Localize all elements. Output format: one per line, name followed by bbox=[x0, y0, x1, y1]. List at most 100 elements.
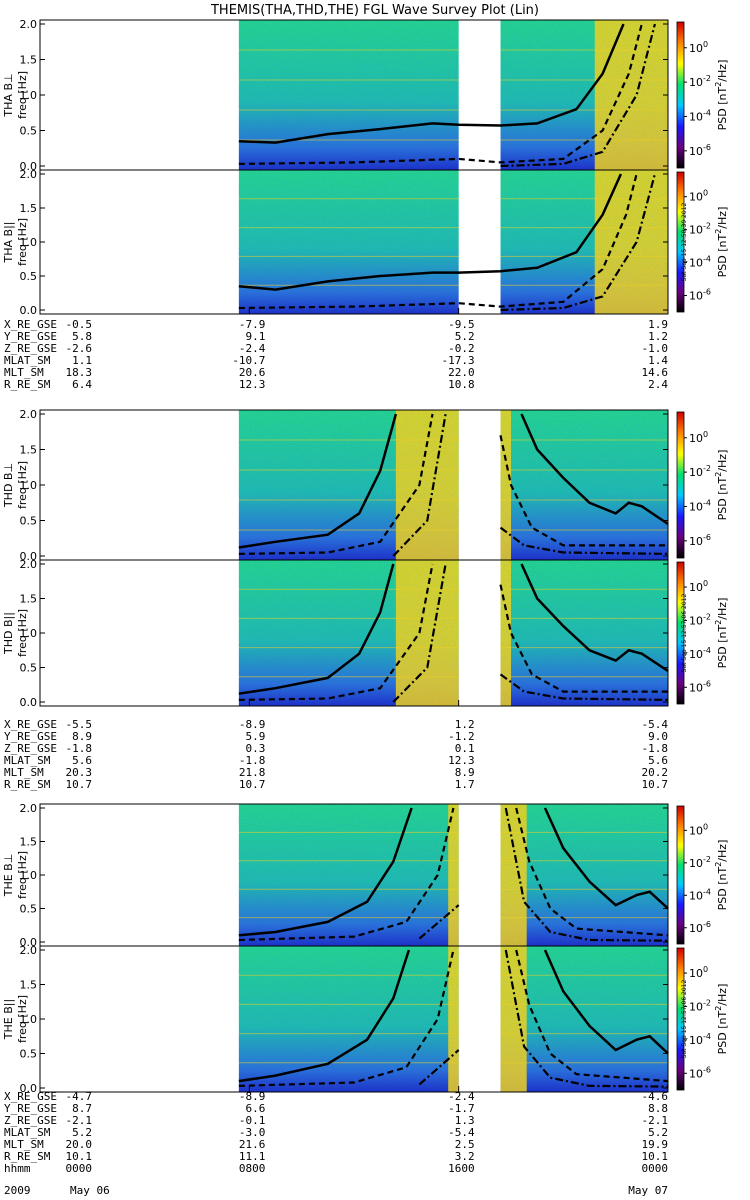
ephemeris-value: 12.3 bbox=[239, 378, 266, 391]
colorbar-tick-label: 10-4 bbox=[689, 108, 711, 123]
colorbar-label: PSD [nT2/Hz] bbox=[714, 450, 729, 521]
ephemeris-value: -17.3 bbox=[442, 354, 475, 367]
colorbar-tick-label: 10-6 bbox=[689, 920, 711, 935]
dash-dot-curve bbox=[392, 563, 447, 703]
panel-probe-label: THA B⊥ bbox=[2, 73, 15, 117]
colorbar bbox=[676, 947, 685, 1091]
colorbar-tick-label: 10-2 bbox=[689, 855, 711, 870]
dashed-curve bbox=[238, 23, 643, 165]
colorbar-tick-label: 10-4 bbox=[689, 1032, 711, 1047]
ephemeris-value: -8.9 bbox=[239, 718, 266, 731]
panel-y-axis-label: freq [Hz] bbox=[16, 609, 29, 657]
ephemeris-value: 20.6 bbox=[239, 366, 266, 379]
colorbar-tick-label: 10-4 bbox=[689, 255, 711, 270]
ephemeris-value: 20.3 bbox=[66, 766, 93, 779]
spectrogram-noise bbox=[238, 804, 459, 946]
colorbar-label: PSD [nT2/Hz] bbox=[714, 598, 729, 669]
ephemeris-value: 8.7 bbox=[72, 1102, 92, 1115]
spectrogram-panel: 2.0 1.5 1.0 0.5 0.0 THA B⊥ freq [Hz] 100 10-2 10-… bbox=[2, 18, 729, 173]
panels-group: 2.0 1.5 1.0 0.5 0.0 THA B⊥ freq [Hz] 100 10-2 10-… bbox=[2, 18, 729, 1095]
high-psd-noise bbox=[395, 560, 459, 706]
ephemeris-value: -2.4 bbox=[239, 342, 266, 355]
y-tick-label: 0.5 bbox=[20, 125, 38, 138]
ephemeris-value: 1.1 bbox=[72, 354, 92, 367]
colorbar-tick-label: 10-2 bbox=[689, 74, 711, 89]
dashed-curve bbox=[238, 173, 638, 310]
plot-title: THEMIS(THA,THD,THE) FGL Wave Survey Plot… bbox=[210, 3, 539, 18]
ephemeris-value: 1600 bbox=[448, 1162, 475, 1175]
spectrogram-panel: 2.0 1.5 1.0 0.5 0.0 THE B|| freq [Hz] 100 10-2 10… bbox=[2, 944, 729, 1095]
colorbar-label: PSD [nT2/Hz] bbox=[714, 60, 729, 131]
solid-curve bbox=[543, 807, 669, 910]
ephemeris-value: 8.8 bbox=[648, 1102, 668, 1115]
y-tick-label: 0.0 bbox=[20, 550, 38, 563]
y-tick-label: 0.0 bbox=[20, 160, 38, 173]
y-tick-label: 0.5 bbox=[20, 1048, 38, 1061]
colorbar-tick-label: 10-6 bbox=[689, 1065, 711, 1080]
y-tick-label: 1.5 bbox=[20, 54, 38, 67]
time-axis-year: 2009 bbox=[4, 1184, 31, 1197]
ephemeris-value: 8.9 bbox=[72, 730, 92, 743]
high-psd-noise bbox=[500, 946, 527, 1092]
panel-probe-label: THD B⊥ bbox=[2, 463, 15, 508]
colorbar-tick-label: 10-2 bbox=[689, 998, 711, 1013]
ephemeris-value: -4.7 bbox=[66, 1090, 93, 1103]
ephemeris-value: 0.3 bbox=[245, 742, 265, 755]
ephemeris-row-label: Z_RE_GSE bbox=[4, 342, 57, 355]
ephemeris-value: 9.1 bbox=[245, 330, 265, 343]
ephemeris-row-label: MLAT_SM bbox=[4, 754, 51, 767]
ephemeris-row-label: X_RE_GSE bbox=[4, 718, 57, 731]
ephemeris-value: 12.3 bbox=[448, 754, 475, 767]
spectrogram-noise bbox=[500, 560, 668, 706]
dashed-curve bbox=[238, 563, 434, 701]
colorbar-tick-label: 10-6 bbox=[689, 143, 711, 158]
colorbar-tick-label: 100 bbox=[689, 579, 708, 594]
dashed-curve bbox=[515, 949, 669, 1083]
ephemeris-value: 6.4 bbox=[72, 378, 92, 391]
solid-curve bbox=[520, 413, 669, 526]
y-tick-label: 0.0 bbox=[20, 1082, 38, 1095]
colorbar-tick-label: 10-4 bbox=[689, 646, 711, 661]
panel-y-axis-label: freq [Hz] bbox=[16, 995, 29, 1043]
ephemeris-row-label: MLT_SM bbox=[4, 366, 44, 379]
y-tick-label: 0.0 bbox=[20, 696, 38, 709]
ephemeris-value: 6.6 bbox=[245, 1102, 265, 1115]
solid-curve bbox=[238, 807, 413, 937]
dash-dot-curve bbox=[500, 23, 656, 168]
y-tick-label: 0.5 bbox=[20, 662, 38, 675]
ephemeris-value: 10.7 bbox=[239, 778, 266, 791]
ephemeris-row-label: Y_RE_GSE bbox=[4, 730, 57, 743]
spectrogram-panel: 2.0 1.5 1.0 0.5 0.0 THA B|| freq [Hz] 100 10-2 10… bbox=[2, 168, 729, 317]
ephemeris-value: -5.4 bbox=[448, 1126, 475, 1139]
colorbar bbox=[676, 171, 685, 313]
y-tick-label: 2.0 bbox=[20, 558, 38, 571]
ephemeris-value: 2.5 bbox=[455, 1138, 475, 1151]
ephemeris-value: 2.4 bbox=[648, 378, 668, 391]
ephemeris-value: 5.2 bbox=[648, 1126, 668, 1139]
ephemeris-value: -8.9 bbox=[239, 1090, 266, 1103]
ephemeris-value: -9.5 bbox=[448, 318, 475, 331]
ephemeris-value: -1.0 bbox=[642, 342, 669, 355]
y-tick-label: 1.0 bbox=[20, 869, 38, 882]
colorbar-label: PSD [nT2/Hz] bbox=[714, 840, 729, 911]
ephemeris-value: -1.8 bbox=[642, 742, 669, 755]
y-tick-label: 0.5 bbox=[20, 270, 38, 283]
y-tick-label: 1.0 bbox=[20, 479, 38, 492]
y-tick-label: 1.5 bbox=[20, 836, 38, 849]
colorbar-tick-label: 100 bbox=[689, 822, 708, 837]
ephemeris-row-label: hhmm bbox=[4, 1162, 31, 1175]
ephemeris-value: 10.8 bbox=[448, 378, 475, 391]
ephemeris-value: 5.9 bbox=[245, 730, 265, 743]
y-tick-label: 1.5 bbox=[20, 202, 38, 215]
y-tick-label: 2.0 bbox=[20, 802, 38, 815]
panel-probe-label: THA B|| bbox=[2, 222, 15, 264]
y-tick-label: 2.0 bbox=[20, 168, 38, 181]
solid-curve bbox=[238, 563, 395, 695]
ephemeris-value: 1.4 bbox=[648, 354, 668, 367]
ephemeris-value: 20.2 bbox=[642, 766, 669, 779]
colorbar-tick-label: 10-6 bbox=[689, 533, 711, 548]
ephemeris-row-label: Y_RE_GSE bbox=[4, 1102, 57, 1115]
ephemeris-row-label: MLT_SM bbox=[4, 766, 44, 779]
ephemeris-table: X_RE_GSE -0.5 -7.9 -9.5 1.9 Y_RE_GSE 5.8 9.1 5.2… bbox=[4, 318, 668, 391]
